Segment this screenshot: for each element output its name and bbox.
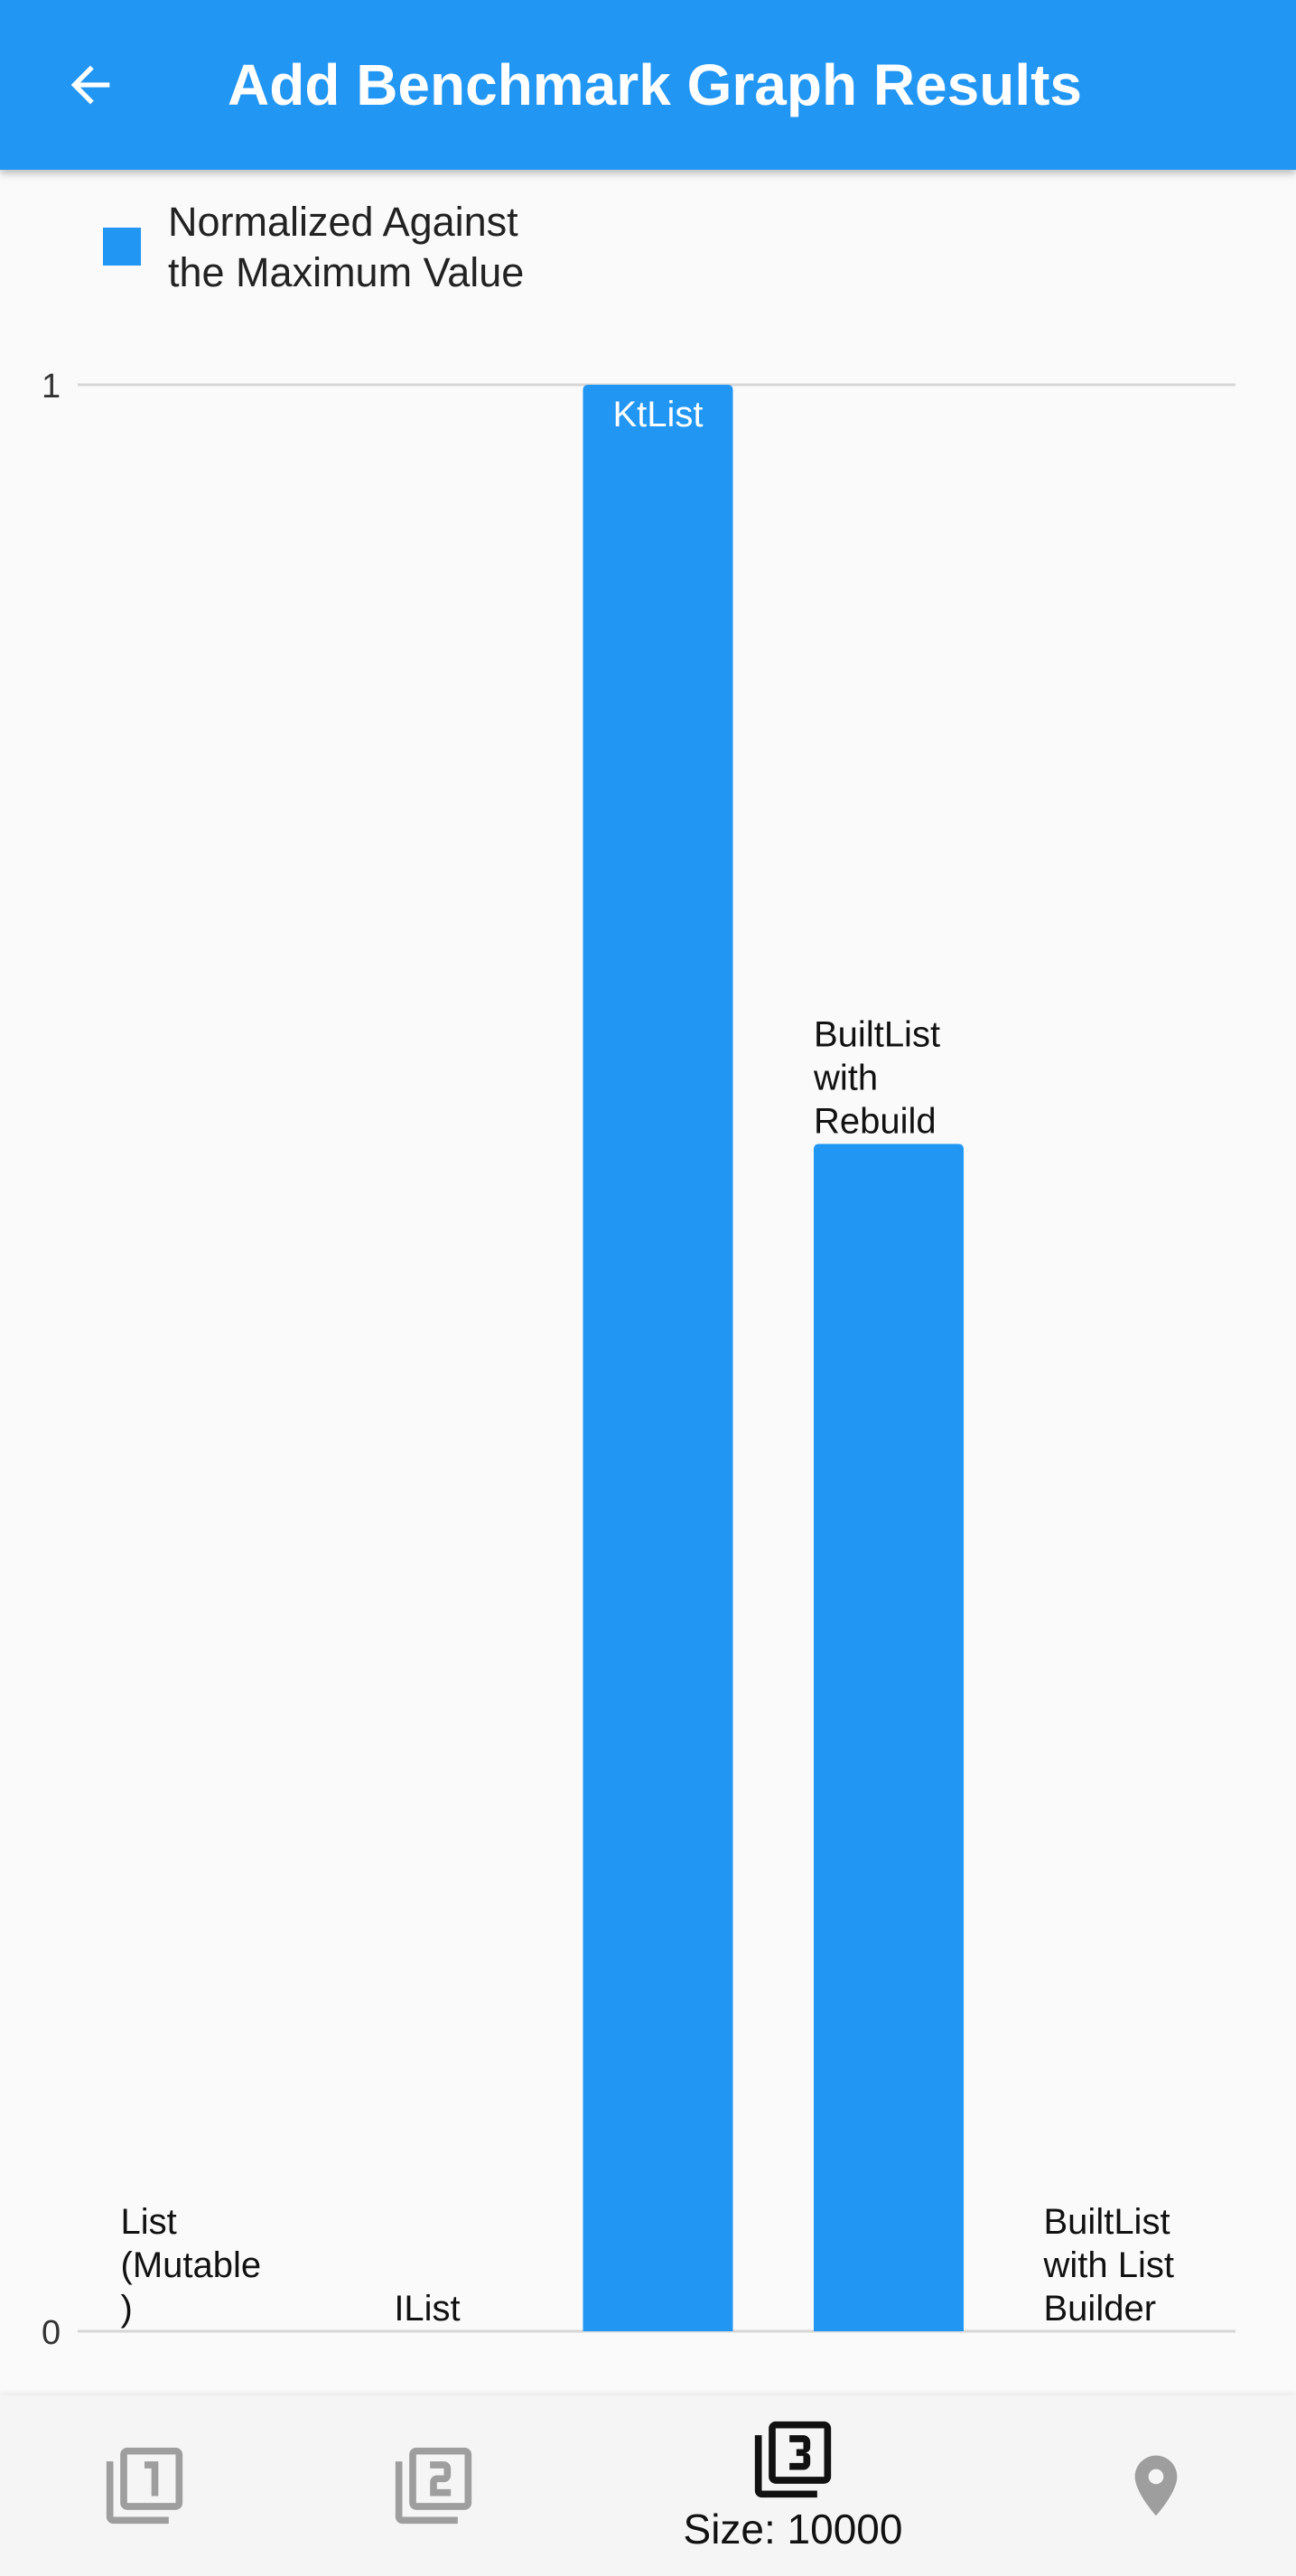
bar-label-4-line-1: with List [1043, 2245, 1175, 2285]
bar-label-2-line-0: KtList [612, 395, 703, 434]
bar-2[interactable] [583, 385, 733, 2331]
arrow-back-icon [70, 65, 110, 105]
legend-swatch [103, 228, 141, 266]
bar-3[interactable] [814, 1143, 964, 2331]
page-title: Add Benchmark Graph Results [228, 52, 1082, 117]
bar-label-4-line-0: BuiltList [1044, 2202, 1170, 2242]
y-tick-label-1: 1 [42, 368, 61, 406]
y-tick-label-0: 0 [42, 2314, 61, 2352]
bar-label-3-line-2: Rebuild [814, 1101, 937, 1141]
bar-chart: 0 1 List(Mutable) IList KtList BuiltList with R… [42, 368, 1235, 2352]
filter-2-icon [395, 2447, 472, 2525]
filter-3-icon [754, 2421, 832, 2498]
nav-item-4[interactable] [1048, 2395, 1264, 2576]
chart-legend: Normalized Against the Maximum Value [103, 197, 638, 298]
bar-label-1-line-0: IList [394, 2289, 460, 2329]
nav-item-3[interactable]: Size: 10000 [683, 2395, 903, 2576]
filter-1-icon [106, 2447, 183, 2525]
bottom-navigation: Size: 10000 [0, 2395, 1296, 2576]
nav-item-2[interactable] [325, 2395, 542, 2576]
bar-label-0-line-2: ) [121, 2289, 133, 2329]
legend-label-line-2: the Maximum Value [168, 249, 525, 295]
bar-label-0-line-0: List [121, 2202, 177, 2242]
back-button[interactable] [47, 42, 134, 128]
legend-label: Normalized Against the Maximum Value [168, 197, 638, 298]
bar-label-4-line-2: Builder [1044, 2289, 1157, 2329]
app-bar: Add Benchmark Graph Results [0, 0, 1296, 170]
location-pin-icon [1134, 2455, 1178, 2516]
legend-label-line-1: Normalized Against [168, 199, 518, 245]
nav-item-3-label: Size: 10000 [683, 2506, 903, 2553]
nav-item-1[interactable] [36, 2395, 253, 2576]
bar-label-3-line-0: BuiltList [814, 1014, 940, 1054]
bar-label-3-line-1: with [813, 1058, 878, 1097]
bar-label-0-line-1: (Mutable [121, 2245, 262, 2285]
